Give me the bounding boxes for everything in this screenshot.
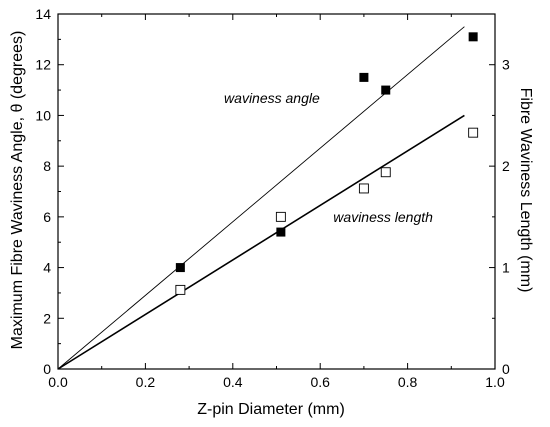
angle-data-point — [381, 85, 391, 95]
annotations: waviness angle waviness length — [224, 90, 433, 225]
annotation-label: waviness length — [333, 209, 433, 225]
y2-axis-ticks: 0 1 2 3 — [489, 13, 510, 377]
x-axis-title: Z-pin Diameter (mm) — [197, 401, 345, 418]
y-tick-label: 4 — [43, 260, 51, 276]
length-data-point — [380, 167, 391, 178]
y-tick-label: 2 — [43, 310, 51, 326]
angle-data-point — [276, 227, 286, 237]
plot-frame-group — [57, 13, 496, 370]
y-tick-label: 0 — [43, 361, 51, 377]
fit-lines — [57, 26, 465, 370]
y2-tick-label: 2 — [502, 158, 510, 174]
length-data-point — [468, 127, 479, 138]
waviness-angle-fit-line — [57, 26, 465, 370]
x-tick-label: 0.6 — [310, 374, 330, 390]
waviness-length-fit-line — [57, 114, 465, 370]
y-axis-title: Maximum Fibre Waviness Angle, θ (degrees… — [9, 31, 26, 350]
length-data-point — [275, 211, 286, 222]
x-tick-label: 1.0 — [485, 374, 505, 390]
y-axis-ticks: 0 2 4 6 8 10 12 14 — [35, 6, 64, 377]
length-data-point — [175, 284, 186, 295]
angle-data-point — [468, 32, 478, 42]
length-data-point — [358, 183, 369, 194]
annotation-label: waviness angle — [224, 90, 320, 106]
x-axis-ticks: 0.0 0.2 0.4 0.6 0.8 1.0 — [48, 14, 505, 390]
angle-data-point — [175, 263, 185, 273]
x-tick-label: 0.0 — [48, 374, 68, 390]
angle-data-point — [359, 72, 369, 82]
y2-tick-label: 3 — [502, 57, 510, 73]
y-tick-label: 12 — [35, 57, 51, 73]
y2-axis-title: Fibre Waviness Length (mm) — [517, 88, 534, 293]
markers — [175, 32, 479, 295]
y-tick-label: 8 — [43, 158, 51, 174]
x-tick-label: 0.8 — [398, 374, 418, 390]
y2-tick-label: 1 — [502, 260, 510, 276]
y-tick-label: 10 — [35, 107, 51, 123]
y-tick-label: 6 — [43, 209, 51, 225]
x-tick-label: 0.2 — [136, 374, 156, 390]
y2-tick-label: 0 — [502, 361, 510, 377]
x-tick-label: 0.4 — [223, 374, 243, 390]
y-tick-label: 14 — [35, 6, 51, 22]
plot-frame — [57, 13, 496, 370]
